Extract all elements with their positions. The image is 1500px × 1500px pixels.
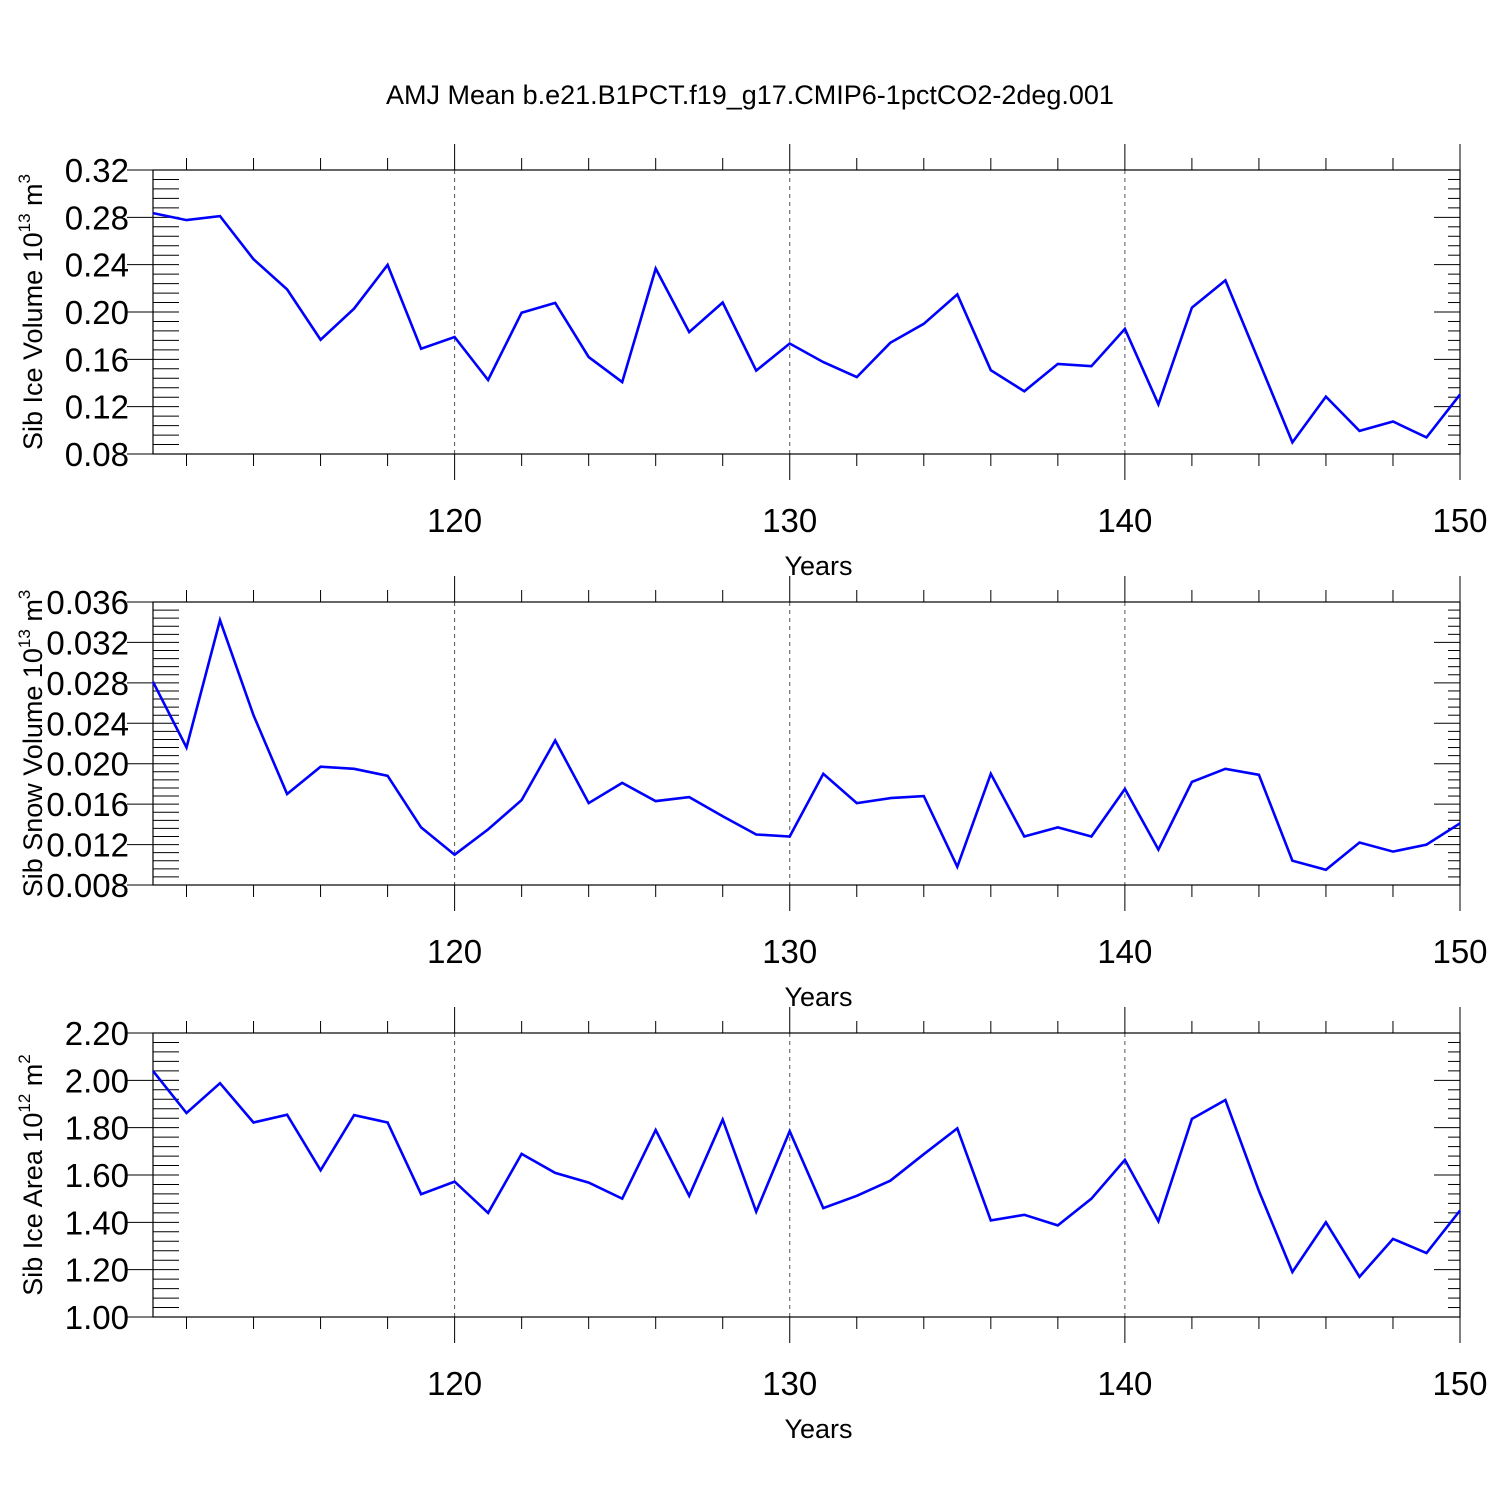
panel-1-y-axis-label: Sib Ice Volume 1013 m3 — [15, 174, 48, 450]
panel-3-xtick-label: 130 — [762, 1365, 817, 1402]
panel-2-xtick-label: 130 — [762, 933, 817, 970]
panel-2-x-axis-label: Years — [784, 982, 852, 1012]
panel-3-xtick-label: 140 — [1097, 1365, 1152, 1402]
panel-3-ytick-label: 1.20 — [65, 1252, 129, 1289]
panel-2-ytick-label: 0.008 — [46, 867, 129, 904]
panel-1-xtick-label: 150 — [1432, 502, 1487, 539]
panel-1-ytick-label: 0.16 — [65, 341, 129, 378]
panel-2-ytick-label: 0.016 — [46, 786, 129, 823]
panel-1-ytick-label: 0.20 — [65, 294, 129, 331]
panel-3-x-axis-label: Years — [784, 1414, 852, 1444]
panel-3-y-axis-label: Sib Ice Area 1012 m2 — [15, 1054, 48, 1296]
panel-2-ytick-label: 0.036 — [46, 584, 129, 621]
panel-3-ytick-label: 2.00 — [65, 1062, 129, 1099]
panel-1-ytick-label: 0.28 — [65, 199, 129, 236]
panel-3-ytick-label: 2.20 — [65, 1015, 129, 1052]
panel-2-xtick-label: 150 — [1432, 933, 1487, 970]
panel-1-ytick-label: 0.24 — [65, 247, 129, 284]
panel-3-xtick-label: 150 — [1432, 1365, 1487, 1402]
panel-1-ytick-label: 0.12 — [65, 389, 129, 426]
panel-2-y-axis-label: Sib Snow Volume 1013 m3 — [15, 590, 48, 898]
panel-2-ytick-label: 0.028 — [46, 665, 129, 702]
chart-title: AMJ Mean b.e21.B1PCT.f19_g17.CMIP6-1pctC… — [386, 80, 1114, 110]
panel-3-ytick-label: 1.00 — [65, 1299, 129, 1336]
panel-1-x-axis-label: Years — [784, 551, 852, 581]
panel-1-xtick-label: 130 — [762, 502, 817, 539]
panel-1-xtick-label: 140 — [1097, 502, 1152, 539]
panel-1-xtick-label: 120 — [427, 502, 482, 539]
panel-2-ytick-label: 0.024 — [46, 705, 129, 742]
panel-3-ytick-label: 1.60 — [65, 1157, 129, 1194]
panel-1-data-line — [152, 211, 1462, 446]
panel-2-xtick-label: 120 — [427, 933, 482, 970]
panel-3-plot-frame — [152, 1032, 1461, 1318]
panel-3-ytick-label: 1.40 — [65, 1204, 129, 1241]
panel-1-ytick-label: 0.08 — [65, 436, 129, 473]
panel-2-ytick-label: 0.012 — [46, 827, 129, 864]
panel-1-ytick-label: 0.32 — [65, 152, 129, 189]
panel-2-plot-frame — [152, 601, 1461, 886]
panel-2-ytick-label: 0.032 — [46, 624, 129, 661]
panel-2-xtick-label: 140 — [1097, 933, 1152, 970]
panel-3-ytick-label: 1.80 — [65, 1110, 129, 1147]
panel-2-ytick-label: 0.020 — [46, 746, 129, 783]
panel-2-data-line — [151, 615, 1461, 872]
panel-3-xtick-label: 120 — [427, 1365, 482, 1402]
panel-3-data-line — [151, 1070, 1462, 1279]
